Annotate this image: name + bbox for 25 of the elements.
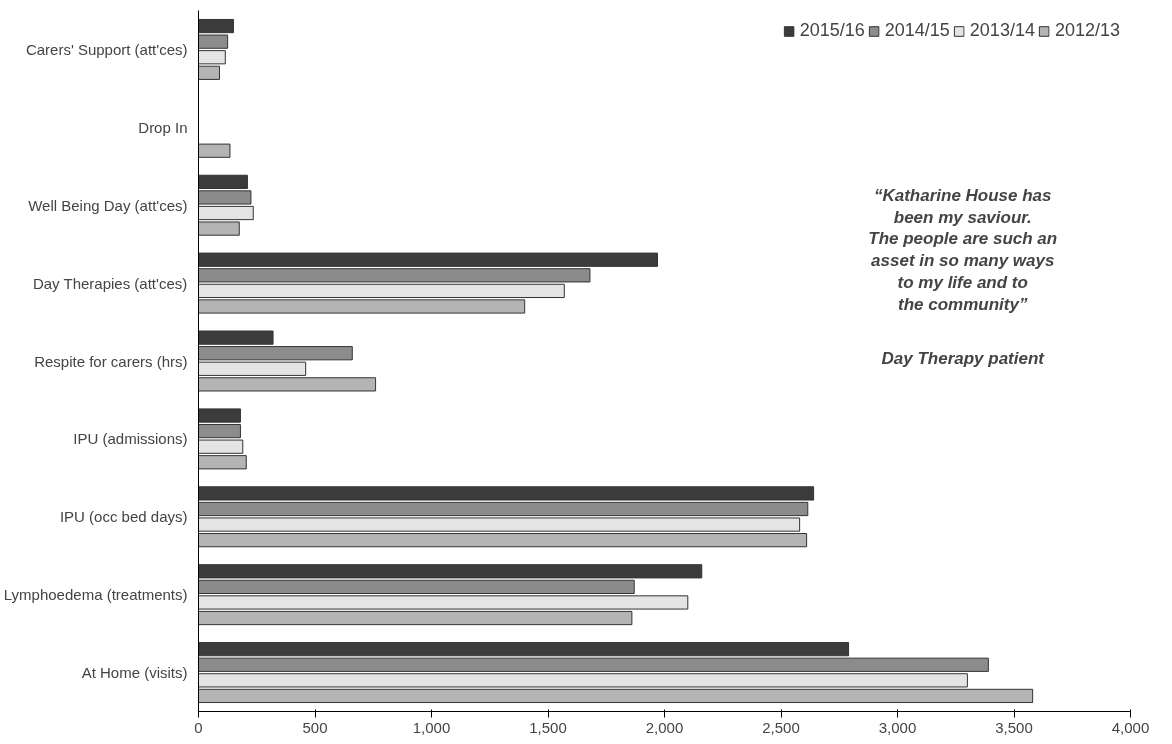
y-tick-label: IPU (admissions) — [73, 430, 188, 448]
y-tick-label: Day Therapies (att'ces) — [32, 274, 188, 292]
y-tick-label: IPU (occ bed days) — [59, 508, 188, 526]
x-tick-label: 0 — [194, 718, 203, 736]
y-tick-label: At Home (visits) — [81, 664, 188, 682]
x-tick-label: 4,000 — [1111, 718, 1150, 736]
bar — [198, 143, 231, 158]
annotation: Day Therapy patient — [881, 349, 1046, 369]
annotation: “Katharine House has been my saviour. The people are such an asset in so many ways to my life and to the community” — [868, 185, 1058, 314]
x-tick-label: 1,000 — [412, 718, 451, 736]
legend-label: 2013/14 — [969, 20, 1035, 41]
x-tick-label: 500 — [302, 718, 328, 736]
x-tick-label: 2,500 — [762, 718, 800, 736]
legend-label: 2015/16 — [799, 20, 865, 41]
legend-label: 2014/15 — [884, 20, 950, 41]
y-tick-label: Drop In — [138, 118, 188, 136]
x-tick-label: 2,000 — [645, 718, 684, 736]
y-tick-label: Well Being Day (att'ces) — [28, 196, 188, 214]
y-tick-label: Respite for carers (hrs) — [34, 352, 188, 370]
legend-label: 2012/13 — [1054, 20, 1120, 41]
y-tick-label: Carers' Support (att'ces) — [25, 40, 188, 58]
x-tick-label: 1,500 — [529, 718, 567, 736]
x-tick-label: 3,000 — [878, 718, 917, 736]
y-tick-label: Lymphoedema (treatments) — [3, 586, 188, 604]
x-tick-label: 3,500 — [995, 718, 1033, 736]
